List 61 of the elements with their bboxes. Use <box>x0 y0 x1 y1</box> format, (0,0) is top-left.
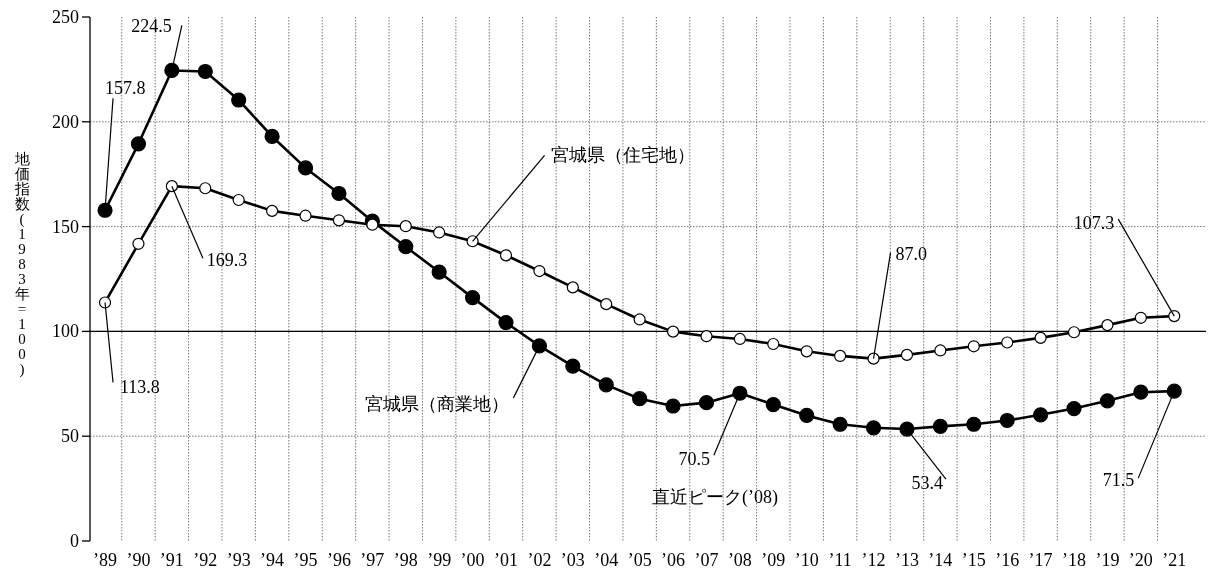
y-tick-label: 0 <box>70 531 79 551</box>
x-tick-label: ’99 <box>427 550 452 570</box>
x-tick-label: ’04 <box>594 550 619 570</box>
x-tick-label: ’07 <box>694 550 719 570</box>
annotation: 224.5 <box>131 16 172 37</box>
x-tick-label: ’98 <box>393 550 418 570</box>
x-tick-label: ’92 <box>193 550 218 570</box>
annotation: 71.5 <box>1102 390 1175 491</box>
annotation: 113.8 <box>120 377 160 398</box>
annotation: 169.3 <box>206 250 248 271</box>
x-tick-label: ’94 <box>260 550 285 570</box>
x-tick-label: ’12 <box>861 550 886 570</box>
x-tick-label: ’93 <box>226 550 251 570</box>
x-tick-label: ’05 <box>627 550 652 570</box>
x-tick-label: ’10 <box>794 550 819 570</box>
x-tick-label: ’16 <box>995 550 1020 570</box>
x-tick-label: ’91 <box>159 550 184 570</box>
annotation: 169.3 <box>171 185 248 271</box>
annotation: 87.0 <box>895 243 928 264</box>
x-tick-label: ’89 <box>93 550 118 570</box>
x-tick-label: ’20 <box>1128 550 1153 570</box>
x-tick-label: ’00 <box>460 550 485 570</box>
x-tick-label: ’08 <box>727 550 752 570</box>
y-tick-label: 250 <box>52 7 79 27</box>
x-tick-label: ’13 <box>894 550 919 570</box>
x-tick-label: ’19 <box>1095 550 1120 570</box>
x-tick-label: ’95 <box>293 550 318 570</box>
annotation: 70.5 <box>678 392 741 470</box>
x-tick-label: ’03 <box>560 550 585 570</box>
x-tick-label: ’01 <box>493 550 518 570</box>
y-tick-label: 50 <box>61 426 79 447</box>
annotation: 53.4 <box>911 473 943 494</box>
x-tick-label: ’06 <box>661 550 686 570</box>
y-axis-title: 地価指数(1983年=100) <box>14 151 30 377</box>
x-tick-label: ’18 <box>1062 550 1087 570</box>
annotation: 157.8 <box>105 78 146 99</box>
x-tick-label: ’15 <box>961 550 986 570</box>
x-tick-label: ’09 <box>761 550 786 570</box>
x-tick-label: ’96 <box>326 550 351 570</box>
x-tick-label: ’11 <box>828 550 852 570</box>
x-tick-label: ’17 <box>1028 550 1053 570</box>
annotation: 107.3 <box>1073 213 1115 234</box>
y-tick-label: 150 <box>52 216 79 237</box>
annotation: 157.8 <box>104 78 146 211</box>
text: 宮城県（住宅地） <box>550 145 695 166</box>
x-tick-label: ’02 <box>527 550 552 570</box>
annotation: 直近ピーク(’08) <box>652 487 778 507</box>
x-tick-label: ’21 <box>1162 550 1187 570</box>
annotation: 53.4 <box>906 428 947 494</box>
annotation: 224.5 <box>131 16 183 72</box>
y-tick-label: 200 <box>52 111 79 132</box>
annotation: 71.5 <box>1102 470 1135 491</box>
x-tick-label: ’90 <box>126 550 151 570</box>
annotation: 87.0 <box>872 243 928 360</box>
annotation: 70.5 <box>678 449 710 470</box>
y-tick-label: 100 <box>52 321 79 342</box>
x-tick-label: ’97 <box>360 550 385 570</box>
text: 宮城県（商業地） <box>365 393 510 414</box>
annotation: 113.8 <box>104 301 160 398</box>
x-tick-label: ’14 <box>928 550 953 570</box>
annotation: 107.3 <box>1073 213 1175 317</box>
